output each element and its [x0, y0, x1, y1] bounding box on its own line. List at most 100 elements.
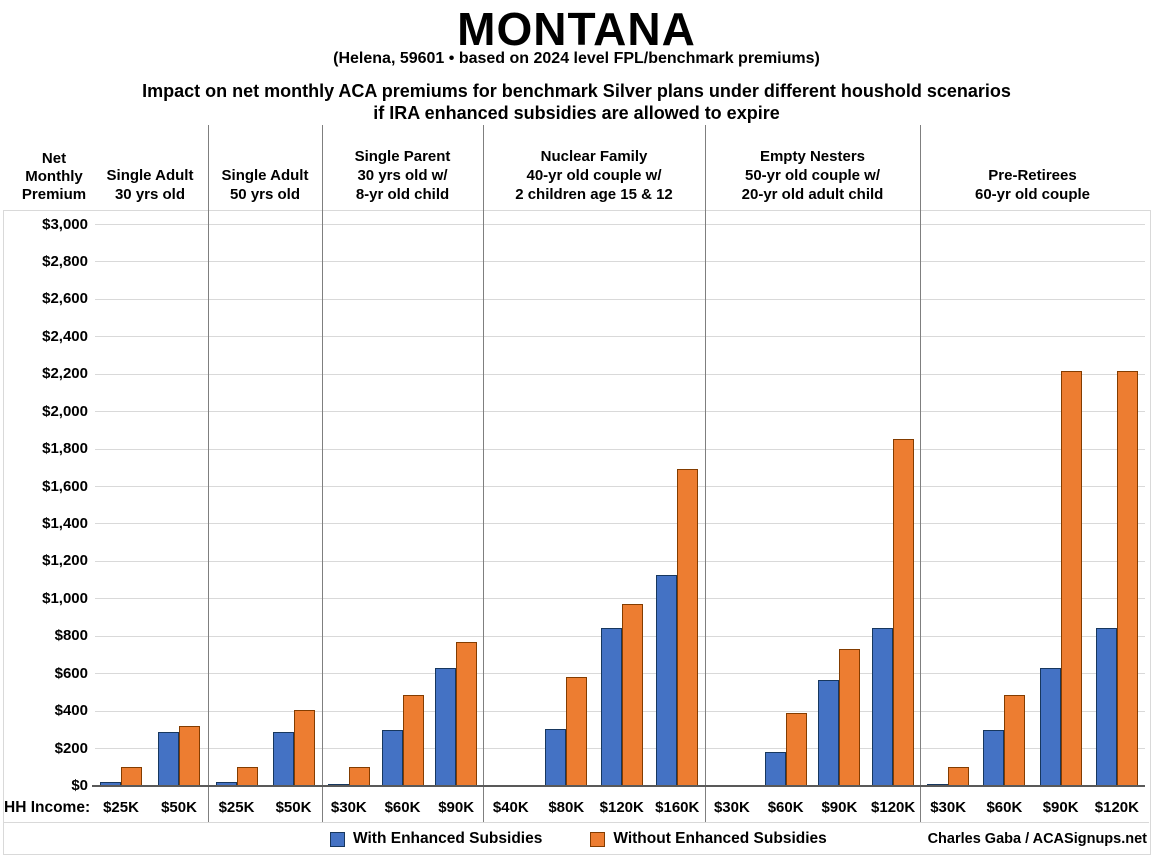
group-header-line: 40-yr old couple w/: [526, 167, 662, 184]
chart-heading: Impact on net monthly ACA premiums for b…: [0, 80, 1153, 124]
bar-with-subsidies: [1095, 627, 1117, 786]
income-label: $50K: [161, 799, 197, 816]
legend-label-without: Without Enhanced Subsidies: [613, 830, 827, 847]
bar-with-subsidies: [764, 752, 786, 786]
group-divider: [482, 125, 484, 822]
group-divider: [321, 125, 323, 822]
group-header: Single Adult 50 yrs old: [210, 136, 320, 204]
group-header: Single Parent 30 yrs old w/8-yr old child: [324, 136, 481, 204]
legend-swatch-with-icon: [330, 831, 345, 847]
y-tick-label: $1,800: [42, 440, 88, 458]
y-axis-title-line: Premium: [21, 186, 87, 203]
income-label: $80K: [548, 799, 585, 816]
gridline: [95, 448, 1145, 450]
group-header-line: Nuclear Family: [540, 148, 648, 165]
y-tick-label: $400: [54, 702, 88, 720]
gridline: [95, 373, 1145, 375]
bar-without-subsidies: [677, 468, 699, 786]
chart-heading-line2: if IRA enhanced subsidies are allowed to…: [373, 103, 780, 123]
gridline: [95, 486, 1145, 488]
bar-without-subsidies: [121, 767, 142, 786]
income-label: $30K: [330, 799, 367, 816]
gridline: [95, 261, 1145, 263]
y-axis-title: Net Monthly Premium: [14, 140, 94, 204]
group-header-line: 50 yrs old: [229, 186, 301, 203]
y-axis-title-line: Monthly: [25, 168, 83, 185]
group-header-line: 8-yr old child: [355, 186, 450, 203]
income-label: $60K: [986, 799, 1023, 816]
bar-without-subsidies: [402, 695, 424, 786]
bar-with-subsidies: [872, 627, 894, 786]
page-title: MONTANA: [457, 3, 696, 55]
income-label: $120K: [599, 799, 644, 816]
plot-area-border: [3, 210, 1151, 855]
group-header: Single Adult 30 yrs old: [94, 136, 206, 204]
bar-without-subsidies: [1004, 695, 1026, 786]
income-label: $160K: [655, 799, 700, 816]
group-divider: [704, 125, 706, 822]
y-tick-label: $2,400: [42, 327, 88, 345]
axis-separator-line: [3, 822, 1149, 823]
y-axis-title-line: Net: [41, 150, 67, 167]
income-label: $25K: [218, 799, 255, 816]
bar-without-subsidies: [293, 710, 315, 786]
x-axis-baseline: [92, 785, 1145, 787]
legend-swatch-without-icon: [590, 831, 606, 847]
group-header: Pre-Retirees 60-yr old couple: [922, 136, 1143, 204]
gridline: [95, 298, 1145, 300]
bar-without-subsidies: [1060, 371, 1082, 786]
group-header-line: Empty Nesters: [759, 148, 866, 165]
bar-without-subsidies: [621, 603, 643, 786]
y-tick-label: $800: [54, 627, 88, 645]
group-header-line: Single Adult: [106, 167, 194, 184]
bar-with-subsidies: [435, 668, 457, 786]
y-tick-label: $1,200: [42, 552, 88, 570]
income-label: $120K: [1094, 799, 1139, 816]
gridline: [95, 560, 1145, 562]
attribution-credit: Charles Gaba / ACASignups.net: [927, 831, 1147, 847]
income-label: $60K: [767, 799, 804, 816]
group-header-line: 60-yr old couple: [974, 186, 1091, 203]
bar-with-subsidies: [158, 731, 179, 786]
group-header: Empty Nesters 50-yr old couple w/20-yr ol…: [707, 136, 918, 204]
income-label: $30K: [930, 799, 967, 816]
group-header: Nuclear Family 40-yr old couple w/2 child…: [485, 136, 703, 204]
bar-without-subsidies: [348, 767, 370, 786]
income-label: $90K: [438, 799, 475, 816]
income-label: $60K: [384, 799, 421, 816]
group-header-line: 50-yr old couple w/: [744, 167, 881, 184]
bar-with-subsidies: [272, 731, 294, 786]
gridline: [95, 336, 1145, 338]
legend-item-with-subsidies: With Enhanced Subsidies: [330, 830, 542, 848]
chart-heading-line1: Impact on net monthly ACA premiums for b…: [142, 81, 1011, 101]
group-header-line: Pre-Retirees: [988, 167, 1077, 184]
group-header-line: 30 yrs old: [114, 186, 186, 203]
group-header-line: Single Adult: [221, 167, 309, 184]
y-tick-label: $2,800: [42, 252, 88, 270]
bar-without-subsidies: [456, 641, 478, 786]
bar-with-subsidies: [545, 728, 567, 786]
bar-without-subsidies: [1116, 371, 1138, 786]
group-header-line: 20-yr old adult child: [741, 186, 884, 203]
income-label: $120K: [871, 799, 916, 816]
bar-with-subsidies: [600, 627, 622, 786]
bar-with-subsidies: [1039, 668, 1061, 786]
bar-with-subsidies: [818, 680, 840, 786]
gridline: [95, 523, 1145, 525]
group-divider: [207, 125, 209, 822]
y-tick-label: $2,200: [42, 365, 88, 383]
bar-without-subsidies: [893, 438, 915, 786]
x-axis-prefix-label: HH Income:: [4, 799, 91, 816]
legend-label-with: With Enhanced Subsidies: [353, 830, 543, 847]
bar-with-subsidies: [381, 729, 403, 786]
group-header-line: Single Parent: [354, 148, 451, 165]
y-tick-label: $2,000: [42, 402, 88, 420]
y-tick-label: $200: [54, 739, 88, 757]
group-header-line: 2 children age 15 & 12: [515, 186, 673, 203]
y-tick-label: $600: [54, 664, 88, 682]
bar-without-subsidies: [839, 649, 861, 786]
bar-without-subsidies: [179, 726, 200, 786]
y-tick-label: $1,000: [42, 589, 88, 607]
bar-with-subsidies: [983, 729, 1005, 786]
